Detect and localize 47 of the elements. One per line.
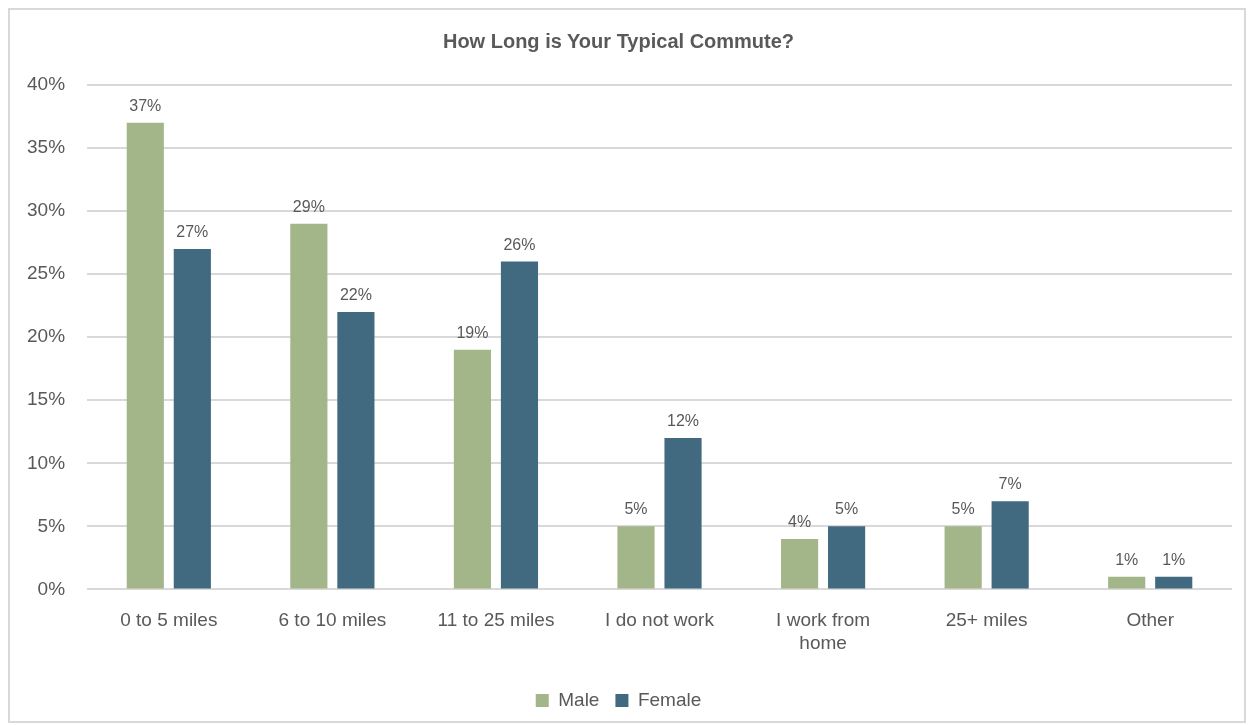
data-label: 7% <box>998 475 1022 493</box>
bar <box>780 538 819 589</box>
data-label: 5% <box>624 500 648 518</box>
data-label: 37% <box>129 96 162 114</box>
data-label: 26% <box>503 235 536 253</box>
data-label: 1% <box>1162 550 1186 568</box>
x-tick-label: 0 to 5 miles <box>120 609 218 631</box>
bar <box>290 223 328 589</box>
x-tick-label: 25+ miles <box>945 609 1028 631</box>
bar <box>944 526 982 589</box>
y-tick-label: 35% <box>27 136 66 158</box>
bar <box>664 438 702 589</box>
legend-label: Female <box>637 688 702 710</box>
chart-title: How Long is Your Typical Commute? <box>442 29 795 52</box>
x-tick-label: 11 to 25 miles <box>437 609 555 631</box>
bar <box>453 349 492 589</box>
y-tick-label: 10% <box>27 451 66 473</box>
data-label: 4% <box>788 512 812 530</box>
data-label: 19% <box>456 323 489 341</box>
bar <box>500 261 539 589</box>
y-tick-label: 15% <box>27 388 66 410</box>
data-label: 5% <box>951 500 975 518</box>
y-tick-label: 0% <box>37 577 66 599</box>
y-tick-label: 20% <box>27 325 66 347</box>
x-tick-label: I do not work <box>605 609 715 631</box>
bar <box>1108 576 1146 589</box>
bar <box>828 526 866 589</box>
x-tick-label: I work from home <box>776 609 871 653</box>
data-label: 5% <box>835 500 859 518</box>
y-tick-label: 30% <box>27 199 66 221</box>
bar <box>1155 576 1193 589</box>
data-label: 27% <box>176 222 209 240</box>
legend-label: Male <box>558 688 600 710</box>
x-tick-label: 6 to 10 miles <box>278 609 387 631</box>
data-label: 1% <box>1115 550 1139 568</box>
y-tick-label: 5% <box>37 514 66 536</box>
data-label: 29% <box>292 197 325 215</box>
bar <box>337 311 375 589</box>
data-label: 12% <box>667 412 700 430</box>
y-tick-label: 40% <box>27 73 66 95</box>
bar <box>126 122 164 589</box>
bar <box>617 526 655 589</box>
x-tick-label: Other <box>1126 609 1175 631</box>
data-label: 22% <box>339 285 372 303</box>
bar <box>991 501 1029 589</box>
y-tick-label: 25% <box>27 262 66 284</box>
bar <box>173 248 211 589</box>
